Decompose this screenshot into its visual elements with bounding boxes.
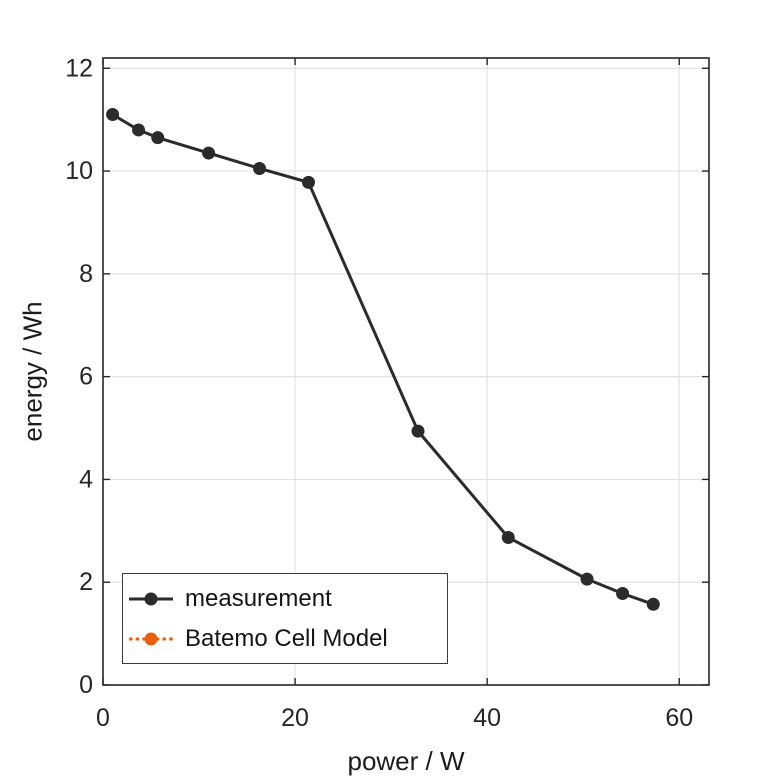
batemo-dotted-line-sample-icon	[129, 632, 173, 645]
axis-ticks	[102, 58, 709, 686]
x-tick-label: 60	[665, 704, 693, 732]
measurement-marker	[580, 572, 594, 586]
y-tick-label: 2	[79, 568, 93, 596]
measurement-marker	[501, 531, 515, 545]
y-tick-label: 6	[79, 363, 93, 391]
x-tick-labels: 0 20 40 60	[96, 704, 693, 732]
y-tick-label: 0	[79, 671, 93, 699]
measurement-marker	[132, 123, 146, 137]
legend-label-batemo-cell-model: Batemo Cell Model	[185, 624, 388, 652]
measurement-line-sample-icon	[129, 592, 173, 605]
legend-label-measurement: measurement	[185, 584, 332, 612]
y-tick-label: 4	[79, 465, 93, 493]
legend-item-measurement: measurement	[128, 585, 447, 612]
x-tick-label: 0	[96, 704, 110, 732]
measurement-marker	[106, 108, 120, 122]
legend: measurement Batemo Cell Model	[122, 573, 448, 664]
measurement-line	[111, 113, 654, 606]
measurement-marker	[151, 131, 165, 145]
plot-frame	[102, 57, 710, 686]
x-tick-label: 40	[473, 704, 501, 732]
measurement-series	[106, 108, 660, 611]
measurement-marker	[646, 597, 660, 611]
legend-item-batemo-cell-model: Batemo Cell Model	[128, 625, 447, 652]
axes-box	[102, 57, 710, 686]
measurement-marker	[202, 146, 216, 160]
measurement-marker	[411, 424, 425, 438]
y-tick-label: 12	[65, 54, 93, 82]
measurement-marker	[253, 161, 267, 175]
y-tick-label: 8	[79, 260, 93, 288]
x-tick-label: 20	[281, 704, 309, 732]
measurement-marker	[302, 175, 316, 189]
measurement-marker	[616, 587, 630, 601]
y-tick-label: 10	[65, 157, 93, 185]
y-tick-labels: 0 2 4 6 8 10 12	[65, 54, 93, 699]
x-axis-label: power / W	[347, 746, 465, 776]
